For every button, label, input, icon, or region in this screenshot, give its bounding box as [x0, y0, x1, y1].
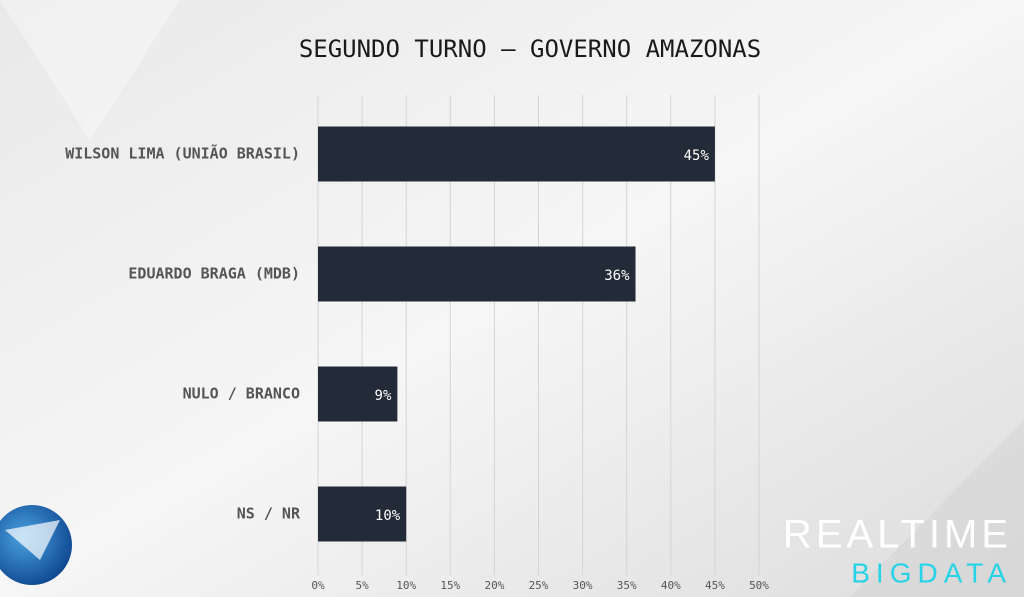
chart-title: SEGUNDO TURNO – GOVERNO AMAZONAS: [299, 35, 761, 63]
x-tick-label: 10%: [396, 579, 416, 592]
bar: [318, 126, 715, 182]
x-tick-label: 20%: [484, 579, 504, 592]
x-tick-label: 25%: [529, 579, 549, 592]
x-tick-label: 5%: [355, 579, 369, 592]
x-tick-label: 0%: [311, 579, 325, 592]
logo-text: REALTIME: [783, 513, 1012, 557]
x-tick-label: 15%: [440, 579, 460, 592]
x-tick-label: 35%: [617, 579, 637, 592]
y-tick-label: NS / NR: [237, 505, 301, 523]
bar: [318, 366, 398, 422]
value-label: 45%: [684, 148, 710, 164]
logo-text: BIGDATA: [851, 557, 1012, 588]
logo: [0, 505, 72, 585]
x-tick-label: 40%: [661, 579, 681, 592]
value-label: 10%: [375, 508, 401, 524]
y-tick-label: EDUARDO BRAGA (MDB): [128, 265, 300, 283]
value-label: 9%: [375, 388, 392, 404]
value-label: 36%: [604, 268, 630, 284]
bar: [318, 246, 636, 302]
x-tick-label: 45%: [705, 579, 725, 592]
bg-shape: [0, 0, 180, 140]
x-tick-label: 50%: [749, 579, 769, 592]
y-tick-label: NULO / BRANCO: [183, 385, 300, 403]
bg-shape: [850, 420, 1024, 597]
plot: 0% 5% 10% 15% 20% 25% 30% 35% 40% 45% 50% WILSON LI…: [65, 95, 769, 592]
bar: [318, 486, 407, 542]
y-tick-label: WILSON LIMA (UNIÃO BRASIL): [65, 144, 300, 163]
x-tick-label: 30%: [573, 579, 593, 592]
